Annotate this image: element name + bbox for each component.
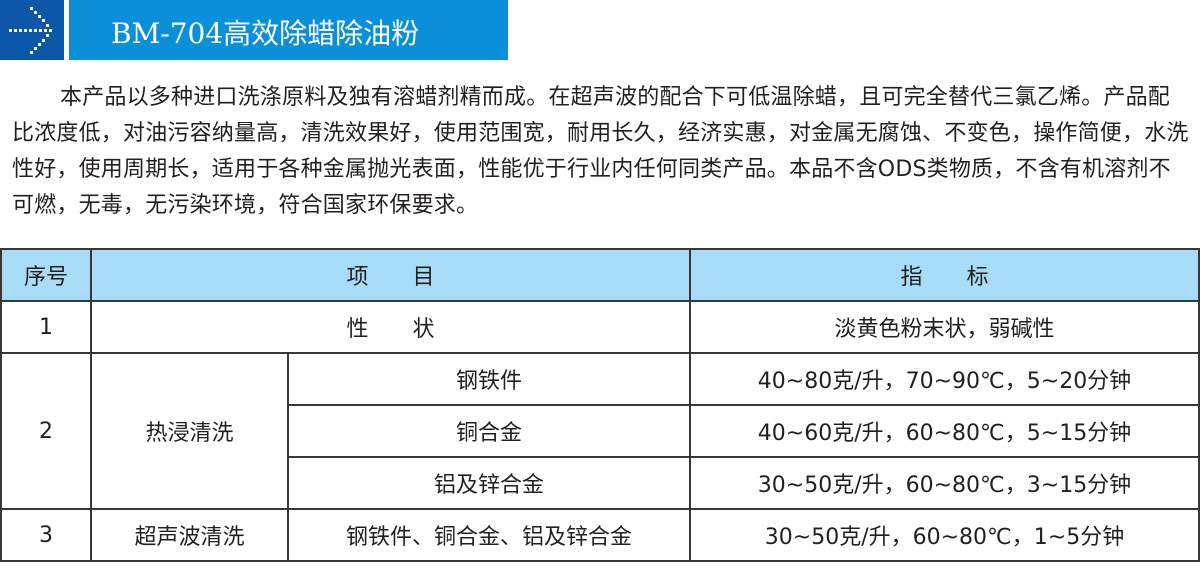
cell-sub: 铜合金: [287, 404, 691, 458]
spec-table: 序号 项 目 指 标 1 性 状 淡黄色粉末状，弱碱性 2 热浸清洗 钢铁件 4…: [0, 248, 1200, 562]
cell-sub: 钢铁件、铜合金、铝及锌合金: [287, 508, 691, 562]
cell-spec: 40~80克/升，70~90℃，5~20分钟: [689, 352, 1200, 406]
header-item: 项 目: [90, 248, 691, 302]
cell-item: 性 状: [90, 300, 691, 354]
cell-no: 3: [0, 508, 92, 562]
cell-spec: 40~60克/升，60~80℃，5~15分钟: [689, 404, 1200, 458]
header-no: 序号: [0, 248, 92, 302]
cell-item: 超声波清洗: [90, 508, 289, 562]
title-bar: BM-704高效除蜡除油粉: [69, 0, 508, 60]
cell-spec: 淡黄色粉末状，弱碱性: [689, 300, 1200, 354]
cell-item: 热浸清洗: [90, 352, 289, 510]
page-title: BM-704高效除蜡除油粉: [111, 17, 420, 50]
cell-no: 2: [0, 352, 92, 510]
table-row: 3 超声波清洗 钢铁件、铜合金、铝及锌合金 30~50克/升，60~80℃，1~…: [0, 508, 1200, 562]
table-row: 2 热浸清洗 钢铁件 40~80克/升，70~90℃，5~20分钟: [0, 352, 1200, 510]
table-row: 铝及锌合金 30~50克/升，60~80℃，3~15分钟: [1, 456, 1200, 510]
dotted-arrow-right-icon: [9, 7, 52, 54]
intro-paragraph: 本产品以多种进口洗涤原料及独有溶蜡剂精而成。在超声波的配合下可低温除蜡，且可完全…: [12, 85, 1189, 218]
cell-spec: 30~50克/升，60~80℃，3~15分钟: [689, 456, 1200, 510]
cell-sub: 钢铁件: [287, 352, 691, 406]
cell-spec: 30~50克/升，60~80℃，1~5分钟: [689, 508, 1200, 562]
header-spec: 指 标: [689, 248, 1200, 302]
table-row: 1 性 状 淡黄色粉末状，弱碱性: [0, 300, 1200, 354]
cell-no: 1: [0, 300, 92, 354]
table-header-row: 序号 项 目 指 标: [0, 248, 1200, 302]
cell-sub: 铝及锌合金: [287, 456, 691, 510]
table-row: 铜合金 40~60克/升，60~80℃，5~15分钟: [1, 404, 1200, 458]
header-icon-box: [0, 0, 64, 60]
